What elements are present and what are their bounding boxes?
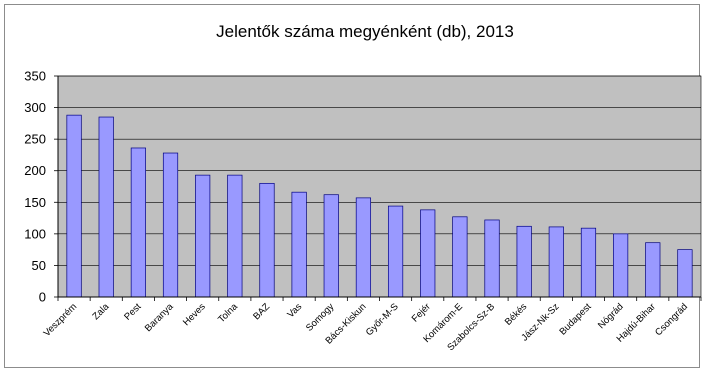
plot-area bbox=[57, 75, 702, 298]
bar bbox=[420, 209, 436, 298]
x-tick-label: BAZ bbox=[251, 301, 272, 322]
bar bbox=[452, 216, 468, 298]
x-tick-label: Heves bbox=[181, 301, 208, 328]
x-tick-labels: Veszprém Zala Pest Baranya Heves Tolna BAZ Vas S… bbox=[42, 301, 691, 353]
x-tick-label: Győr-M-S bbox=[364, 301, 401, 338]
x-tick-label: Baranya bbox=[143, 301, 176, 334]
x-tick-label: Békés bbox=[503, 301, 530, 328]
bar bbox=[387, 205, 404, 298]
x-tick-label: Budapest bbox=[557, 301, 593, 337]
bar bbox=[162, 152, 179, 298]
bar bbox=[66, 114, 82, 298]
bar bbox=[355, 197, 372, 298]
x-tick-label: Veszprém bbox=[42, 301, 80, 339]
bar bbox=[516, 225, 532, 298]
y-tick-label: 300 bbox=[24, 100, 46, 115]
bar bbox=[613, 233, 629, 298]
bar bbox=[195, 174, 211, 298]
y-tick-label: 150 bbox=[24, 195, 46, 210]
y-tick-labels: 0 50 100 150 200 250 300 350 bbox=[24, 69, 46, 305]
chart-title: Jelentők száma megyénként (db), 2013 bbox=[216, 22, 514, 41]
y-tick-label: 250 bbox=[24, 132, 46, 147]
bar bbox=[677, 249, 693, 298]
x-tick-label: Vas bbox=[285, 301, 304, 320]
bar bbox=[259, 182, 275, 298]
y-tick-label: 100 bbox=[24, 226, 46, 241]
y-tick-label: 50 bbox=[32, 258, 46, 273]
bar bbox=[98, 116, 114, 298]
bar bbox=[645, 242, 661, 298]
x-tick-label: Fejér bbox=[410, 301, 433, 324]
bar bbox=[484, 219, 500, 298]
x-tick-label: Nógrád bbox=[596, 301, 626, 331]
bar bbox=[548, 226, 564, 298]
bars bbox=[66, 114, 693, 298]
bar bbox=[227, 174, 243, 298]
bar bbox=[130, 147, 146, 298]
y-tick-label: 0 bbox=[39, 290, 46, 305]
x-tick-label: Csongrád bbox=[653, 301, 690, 338]
x-tick-label: Zala bbox=[90, 301, 111, 322]
x-tick-label: Somogy bbox=[304, 301, 337, 334]
x-tick-label: Tolna bbox=[216, 301, 240, 325]
bar bbox=[323, 194, 339, 298]
x-tick-label: Pest bbox=[122, 301, 143, 322]
y-tick-label: 350 bbox=[24, 69, 46, 84]
y-tick-label: 200 bbox=[24, 163, 46, 178]
bar bbox=[291, 191, 307, 298]
axes bbox=[57, 76, 702, 301]
bar bbox=[580, 227, 597, 298]
